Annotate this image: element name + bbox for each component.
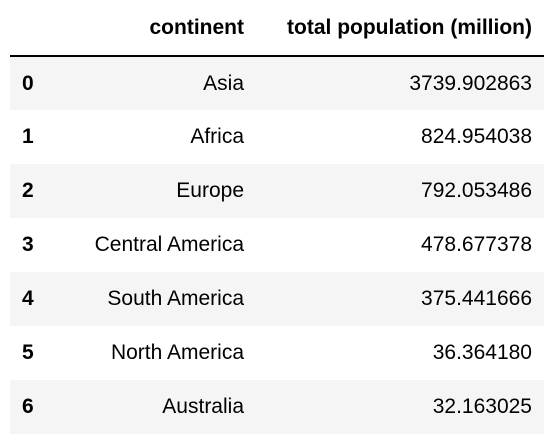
table-body: 0 Asia 3739.902863 1 Africa 824.954038 2… xyxy=(10,56,544,434)
continent-cell: Australia xyxy=(162,395,244,418)
column-header-continent: continent xyxy=(149,15,245,39)
row-index: 1 xyxy=(22,125,34,148)
continent-cell: Asia xyxy=(203,71,244,95)
continent-cell: North America xyxy=(110,341,244,364)
table-row: 5 North America 36.364180 xyxy=(10,326,544,380)
table-header: continent total population (million) xyxy=(10,0,544,56)
table-row: 0 Asia 3739.902863 xyxy=(10,56,544,110)
population-cell: 375.441666 xyxy=(421,287,532,310)
continent-cell: South America xyxy=(107,287,244,310)
population-cell: 478.677378 xyxy=(421,233,532,256)
row-index: 6 xyxy=(22,395,34,418)
table-row: 3 Central America 478.677378 xyxy=(10,218,544,272)
index-header xyxy=(10,0,50,56)
row-index: 0 xyxy=(22,71,34,95)
population-cell: 32.163025 xyxy=(432,395,532,418)
row-index: 3 xyxy=(22,233,34,256)
population-cell: 824.954038 xyxy=(421,125,532,148)
dataframe-table: continent total population (million) 0 A… xyxy=(10,0,544,434)
header-row: continent total population (million) xyxy=(10,0,544,56)
table-row: 1 Africa 824.954038 xyxy=(10,110,544,164)
row-index: 2 xyxy=(22,179,34,202)
population-cell: 3739.902863 xyxy=(409,71,532,95)
population-cell: 792.053486 xyxy=(421,179,532,202)
table-row: 4 South America 375.441666 xyxy=(10,272,544,326)
continent-cell: Central America xyxy=(94,233,244,256)
row-index: 4 xyxy=(22,287,34,310)
continent-cell: Europe xyxy=(176,179,244,202)
column-header-population: total population (million) xyxy=(287,15,532,39)
table-row: 6 Australia 32.163025 xyxy=(10,380,544,434)
continent-cell: Africa xyxy=(190,125,244,148)
population-cell: 36.364180 xyxy=(432,341,532,364)
row-index: 5 xyxy=(22,341,34,364)
table-row: 2 Europe 792.053486 xyxy=(10,164,544,218)
